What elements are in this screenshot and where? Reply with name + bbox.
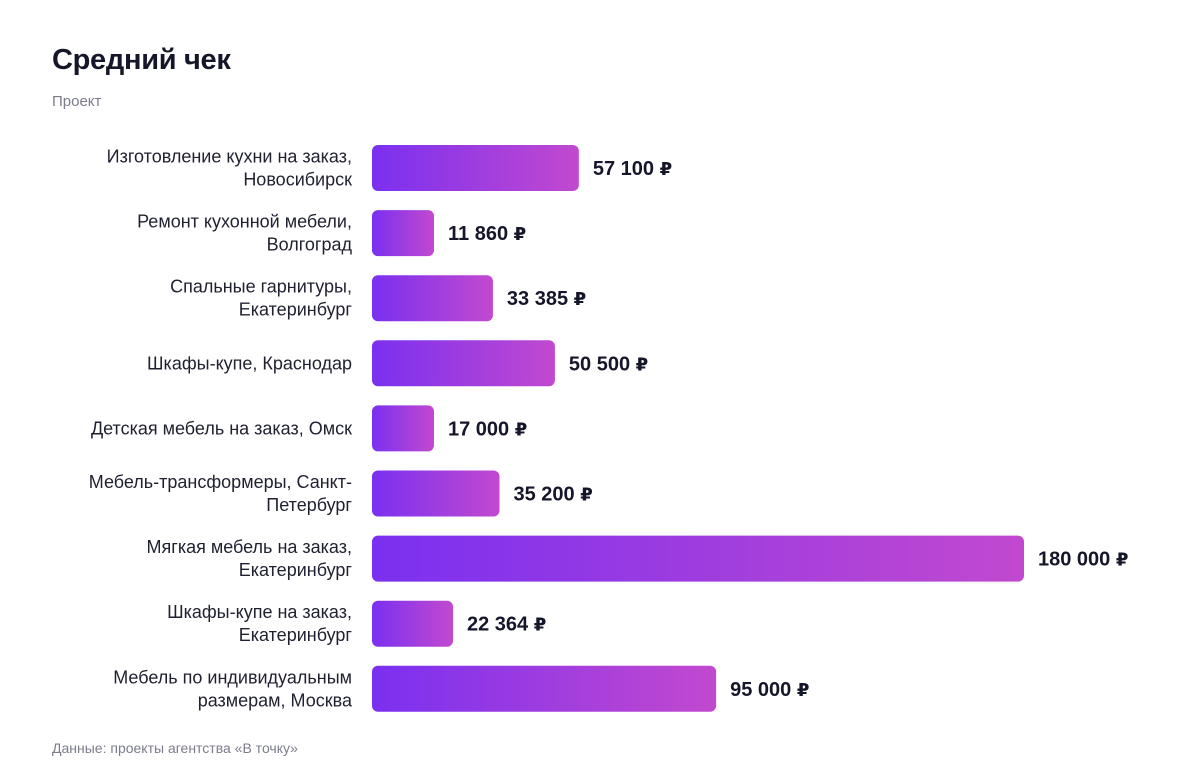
category-label: Ремонт кухонной мебели, Волгоград (137, 212, 352, 255)
category-label: Мебель по индивидуальным размерам, Москва (113, 667, 353, 710)
bars-group: Изготовление кухни на заказ, Новосибирск 5… (89, 145, 1128, 712)
category-label-line: Екатеринбург (239, 625, 353, 645)
category-label-line: Волгоград (267, 235, 353, 255)
category-label-line: Изготовление кухни на заказ, (107, 147, 352, 167)
category-label-line: размерам, Москва (198, 690, 353, 710)
chart-title: Средний чек (52, 44, 231, 76)
category-label-line: Шкафы-купе на заказ, (167, 602, 352, 622)
category-label: Шкафы-купе, Краснодар (147, 353, 352, 373)
category-label-line: Екатеринбург (239, 300, 353, 320)
category-label: Мебель-трансформеры, Санкт- Петербург (89, 472, 353, 515)
bar (372, 665, 717, 712)
bar-row: Мебель-трансформеры, Санкт- Петербург 35 2… (89, 470, 593, 517)
value-number: 22 364 (467, 614, 534, 636)
value-label: 95 000 ₽ (730, 679, 809, 701)
category-label-line: Спальные гарнитуры, (170, 277, 352, 297)
currency-sign: ₽ (574, 289, 587, 310)
value-label: 180 000 ₽ (1038, 549, 1128, 571)
bar-row: Шкафы-купе, Краснодар 50 500 ₽ (147, 340, 648, 387)
category-label-line: Новосибирск (243, 170, 352, 190)
currency-sign: ₽ (515, 419, 528, 440)
value-label: 17 000 ₽ (448, 418, 527, 440)
bar (372, 535, 1024, 582)
value-number: 17 000 (448, 418, 515, 440)
bar-row: Детская мебель на заказ, Омск 17 000 ₽ (91, 405, 527, 452)
currency-sign: ₽ (580, 485, 593, 506)
category-label-line: Петербург (266, 495, 352, 515)
bar (372, 340, 555, 387)
category-label-line: Мебель-трансформеры, Санкт- (89, 472, 352, 492)
category-label-line: Ремонт кухонной мебели, (137, 212, 352, 232)
currency-sign: ₽ (797, 680, 810, 701)
currency-sign: ₽ (534, 615, 547, 636)
bar (372, 275, 493, 322)
value-label: 22 364 ₽ (467, 614, 546, 636)
value-label: 33 385 ₽ (507, 288, 586, 310)
chart-subtitle: Проект (52, 93, 102, 110)
value-number: 57 100 (593, 158, 660, 180)
bar (372, 145, 579, 191)
value-number: 180 000 (1038, 549, 1116, 571)
bar-row: Мягкая мебель на заказ, Екатеринбург 180 0… (147, 535, 1128, 582)
category-label: Детская мебель на заказ, Омск (91, 418, 352, 438)
currency-sign: ₽ (660, 159, 673, 180)
currency-sign: ₽ (1116, 550, 1129, 571)
bar-row: Ремонт кухонной мебели, Волгоград 11 860 ₽ (137, 210, 526, 257)
data-source-note: Данные: проекты агентства «В точку» (52, 740, 298, 756)
bar-row: Шкафы-купе на заказ, Екатеринбург 22 364 ₽ (167, 600, 546, 647)
category-label-line: Мягкая мебель на заказ, (147, 537, 352, 557)
value-number: 95 000 (730, 679, 797, 701)
value-number: 35 200 (514, 484, 581, 506)
bar (372, 210, 434, 257)
value-label: 50 500 ₽ (569, 353, 648, 375)
bar (372, 405, 434, 452)
bar-row: Спальные гарнитуры, Екатеринбург 33 385 ₽ (170, 275, 586, 322)
category-label: Спальные гарнитуры, Екатеринбург (170, 277, 352, 320)
value-number: 50 500 (569, 353, 636, 375)
bar (372, 600, 454, 647)
category-label: Изготовление кухни на заказ, Новосибирск (107, 147, 352, 190)
value-number: 11 860 (448, 223, 514, 245)
category-label-line: Мебель по индивидуальным (113, 667, 352, 687)
category-label-line: Екатеринбург (239, 560, 353, 580)
category-label: Мягкая мебель на заказ, Екатеринбург (147, 537, 353, 580)
bar-row: Мебель по индивидуальным размерам, Москва… (113, 665, 809, 712)
bar-row: Изготовление кухни на заказ, Новосибирск 5… (107, 145, 672, 191)
currency-sign: ₽ (636, 354, 649, 375)
value-label: 11 860 ₽ (448, 223, 526, 245)
value-label: 57 100 ₽ (593, 158, 672, 180)
bar (372, 470, 500, 517)
category-label-line: Детская мебель на заказ, Омск (91, 418, 352, 438)
value-label: 35 200 ₽ (514, 484, 593, 506)
category-label-line: Шкафы-купе, Краснодар (147, 353, 352, 373)
currency-sign: ₽ (514, 224, 527, 245)
value-number: 33 385 (507, 288, 574, 310)
category-label: Шкафы-купе на заказ, Екатеринбург (167, 602, 352, 645)
